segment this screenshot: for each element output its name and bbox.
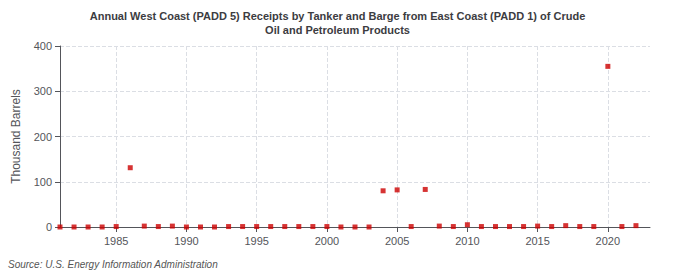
svg-text:Thousand Barrels: Thousand Barrels [9, 89, 23, 184]
svg-text:300: 300 [34, 85, 52, 97]
svg-text:400: 400 [34, 40, 52, 52]
svg-text:1985: 1985 [104, 235, 128, 247]
svg-text:1990: 1990 [174, 235, 198, 247]
svg-text:Source: U.S. Energy Informatio: Source: U.S. Energy Information Administ… [8, 259, 218, 270]
svg-text:1995: 1995 [244, 235, 268, 247]
svg-text:200: 200 [34, 131, 52, 143]
svg-text:2020: 2020 [596, 235, 620, 247]
svg-text:0: 0 [46, 221, 52, 233]
svg-text:Oil and Petroleum Products: Oil and Petroleum Products [265, 24, 410, 36]
svg-text:2015: 2015 [525, 235, 549, 247]
svg-text:2005: 2005 [385, 235, 409, 247]
svg-text:Annual West Coast (PADD 5) Rec: Annual West Coast (PADD 5) Receipts by T… [90, 10, 586, 22]
svg-text:2000: 2000 [315, 235, 339, 247]
svg-text:100: 100 [34, 176, 52, 188]
svg-text:2010: 2010 [455, 235, 479, 247]
